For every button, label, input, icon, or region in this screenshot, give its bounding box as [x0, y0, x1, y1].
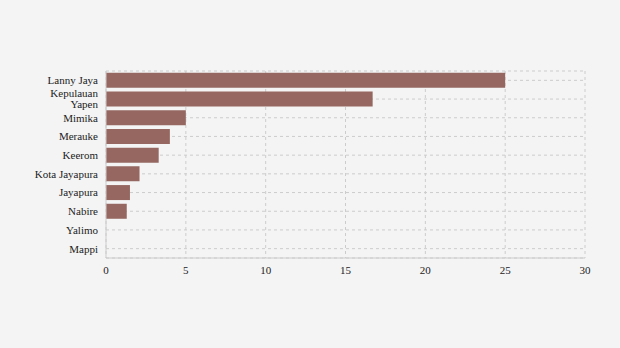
svg-text:25: 25 [500, 264, 512, 276]
svg-text:Kota Jayapura: Kota Jayapura [35, 168, 98, 180]
svg-text:Yalimo: Yalimo [66, 224, 98, 236]
svg-text:KepulauanYapen: KepulauanYapen [50, 87, 98, 110]
svg-text:Merauke: Merauke [59, 130, 98, 142]
svg-text:Jayapura: Jayapura [59, 186, 98, 198]
svg-text:5: 5 [183, 264, 189, 276]
svg-text:Nabire: Nabire [68, 205, 98, 217]
svg-text:Keerom: Keerom [63, 149, 99, 161]
svg-text:Mimika: Mimika [63, 112, 98, 124]
svg-text:0: 0 [103, 264, 109, 276]
svg-text:15: 15 [340, 264, 352, 276]
svg-text:Lanny Jaya: Lanny Jaya [48, 74, 99, 86]
svg-text:30: 30 [580, 264, 592, 276]
svg-text:10: 10 [260, 264, 272, 276]
svg-text:20: 20 [420, 264, 432, 276]
svg-text:Mappi: Mappi [69, 243, 98, 255]
